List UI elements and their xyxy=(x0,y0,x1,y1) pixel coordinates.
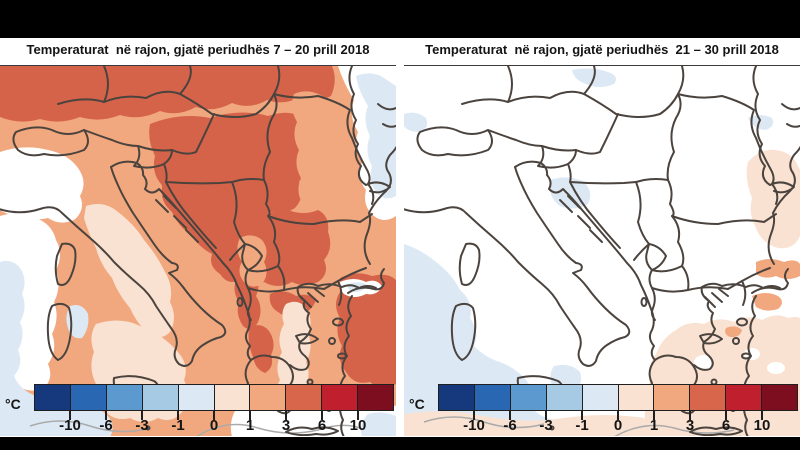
colorbar-box xyxy=(726,385,763,410)
right-map: -10 -6 -3 -1 0 1 3 6 10 °C xyxy=(404,65,800,436)
colorbar-tick xyxy=(141,410,143,420)
left-map: -10 -6 -3 -1 0 1 3 6 10 °C xyxy=(0,65,396,436)
colorbar-swatch-row xyxy=(34,384,394,411)
colorbar-box xyxy=(286,385,323,410)
colorbar-box xyxy=(582,385,619,410)
colorbar-tick-label: -10 xyxy=(59,417,81,434)
colorbar-box xyxy=(358,385,394,410)
colorbar-tick-label: 3 xyxy=(685,417,695,434)
colorbar-box xyxy=(474,385,511,410)
colorbar-box xyxy=(510,385,547,410)
colorbar-box xyxy=(70,385,107,410)
colorbar-tick xyxy=(689,410,691,420)
colorbar-tick-label: 10 xyxy=(349,417,367,434)
left-colorbar-unit-label: °C xyxy=(5,396,21,412)
colorbar-tick xyxy=(653,410,655,420)
colorbar-box xyxy=(250,385,287,410)
colorbar-tick-label: 6 xyxy=(317,417,327,434)
colorbar-tick-label: -3 xyxy=(135,417,149,434)
colorbar-box xyxy=(439,385,475,410)
colorbar-tick-label: -1 xyxy=(575,417,589,434)
colorbar-box xyxy=(762,385,798,410)
letterbox-bottom-bar xyxy=(0,437,800,450)
left-colorbar: -10 -6 -3 -1 0 1 3 6 10 xyxy=(34,384,394,436)
colorbar-tick-label: 6 xyxy=(721,417,731,434)
colorbar-tick xyxy=(509,410,511,420)
colorbar-tick xyxy=(357,410,359,420)
colorbar-tick xyxy=(545,410,547,420)
colorbar-tick-label: -1 xyxy=(171,417,185,434)
colorbar-tick-label: 0 xyxy=(209,417,219,434)
colorbar-tick xyxy=(177,410,179,420)
panel-period-21-30-april: Temperaturat në rajon, gjatë periudhës 2… xyxy=(404,38,800,437)
right-map-title: Temperaturat në rajon, gjatë periudhës 2… xyxy=(425,42,779,57)
colorbar-box xyxy=(35,385,71,410)
colorbar-tick-label: -3 xyxy=(539,417,553,434)
colorbar-box xyxy=(618,385,655,410)
left-map-title: Temperaturat në rajon, gjatë periudhës 7… xyxy=(26,42,370,57)
colorbar-tick-label: 10 xyxy=(753,417,771,434)
colorbar-tick-label: 0 xyxy=(613,417,623,434)
colorbar-tick xyxy=(473,410,475,420)
colorbar-tick-label: -10 xyxy=(463,417,485,434)
colorbar-box xyxy=(690,385,727,410)
colorbar-tick-label: -6 xyxy=(99,417,113,434)
colorbar-tick xyxy=(105,410,107,420)
panel-period-7-20-april: Temperaturat në rajon, gjatë periudhës 7… xyxy=(0,38,396,437)
colorbar-tick-label: 1 xyxy=(649,417,659,434)
letterbox-top-bar xyxy=(0,0,800,38)
colorbar-tick-label: 1 xyxy=(245,417,255,434)
colorbar-tick-label: 3 xyxy=(281,417,291,434)
colorbar-box xyxy=(654,385,691,410)
colorbar-box xyxy=(106,385,143,410)
colorbar-tick xyxy=(213,410,215,420)
colorbar-box xyxy=(322,385,359,410)
colorbar-tick-label: -6 xyxy=(503,417,517,434)
colorbar-tick xyxy=(321,410,323,420)
colorbar-tick xyxy=(285,410,287,420)
right-colorbar: -10 -6 -3 -1 0 1 3 6 10 xyxy=(438,384,798,436)
colorbar-swatch-row xyxy=(438,384,798,411)
colorbar-box xyxy=(178,385,215,410)
colorbar-tick xyxy=(761,410,763,420)
colorbar-tick xyxy=(725,410,727,420)
colorbar-box xyxy=(214,385,251,410)
colorbar-tick xyxy=(617,410,619,420)
maps-content-area: Temperaturat në rajon, gjatë periudhës 7… xyxy=(0,38,800,437)
colorbar-tick xyxy=(581,410,583,420)
colorbar-tick xyxy=(69,410,71,420)
left-map-canvas xyxy=(0,66,396,436)
colorbar-tick xyxy=(249,410,251,420)
colorbar-box xyxy=(142,385,179,410)
right-map-canvas xyxy=(404,66,800,436)
right-colorbar-unit-label: °C xyxy=(409,396,425,412)
colorbar-box xyxy=(546,385,583,410)
